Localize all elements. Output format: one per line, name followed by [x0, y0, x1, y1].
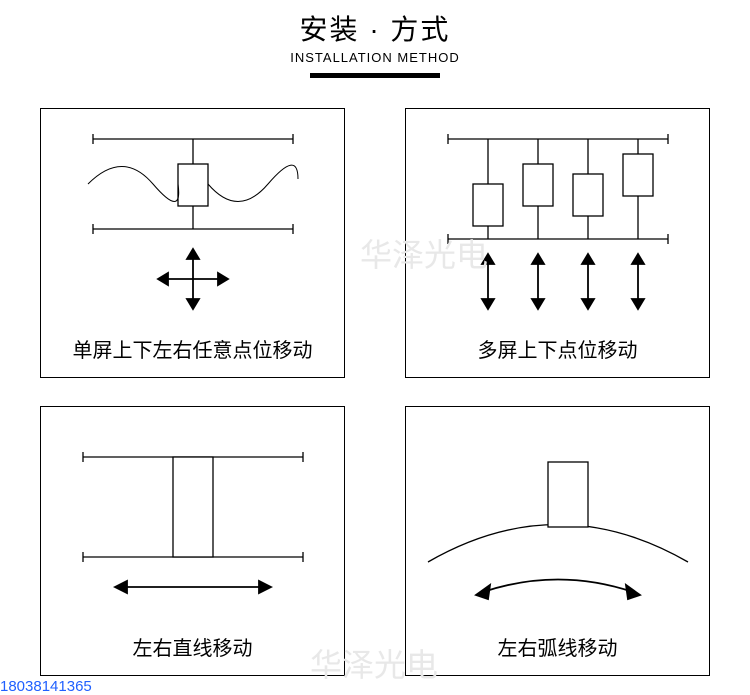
panel-curved-horizontal: 左右弧线移动 [405, 406, 710, 676]
phone-number: 18038141365 [0, 678, 92, 695]
diagram-1-icon [43, 109, 343, 319]
title-english: INSTALLATION METHOD [0, 50, 750, 65]
diagram-4-icon [408, 407, 708, 617]
header: 安装 · 方式 INSTALLATION METHOD [0, 0, 750, 78]
panel-single-screen-xy: 单屏上下左右任意点位移动 [40, 108, 345, 378]
diagram-3-icon [43, 407, 343, 617]
diagram-grid: 单屏上下左右任意点位移动 [0, 78, 750, 676]
diagram-2-icon [408, 109, 708, 319]
title-chinese: 安装 · 方式 [0, 8, 750, 48]
panel-straight-horizontal: 左右直线移动 [40, 406, 345, 676]
caption-1: 单屏上下左右任意点位移动 [73, 334, 313, 363]
panel-multi-screen-y: 多屏上下点位移动 [405, 108, 710, 378]
caption-3: 左右直线移动 [133, 632, 253, 661]
caption-4: 左右弧线移动 [498, 632, 618, 661]
caption-2: 多屏上下点位移动 [478, 334, 638, 363]
